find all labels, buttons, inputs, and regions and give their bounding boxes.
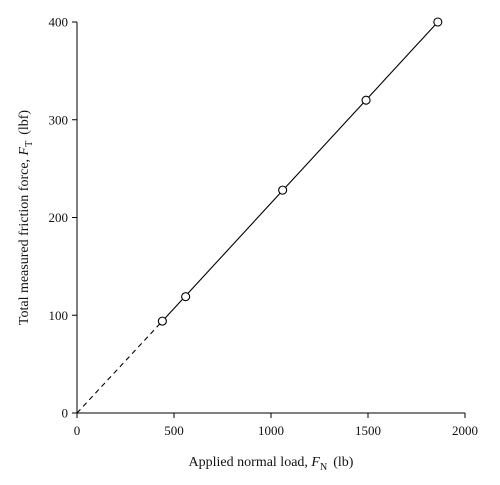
fit-lines	[76, 21, 439, 414]
x-tick-label: 0	[74, 423, 81, 438]
data-point	[181, 292, 191, 302]
data-point	[278, 185, 288, 195]
y-tick-label: 0	[62, 406, 69, 421]
y-tick-label: 200	[49, 210, 69, 225]
y-tick-label: 300	[49, 112, 69, 127]
y-tick-label: 400	[49, 15, 69, 30]
x-tick-label: 1500	[355, 423, 381, 438]
y-axis-label: Total measured friction force, FT(lbf)	[17, 110, 35, 326]
fit-line	[161, 21, 439, 322]
data-points	[157, 17, 443, 326]
data-point	[433, 17, 443, 27]
data-point	[361, 95, 371, 105]
data-point	[157, 316, 167, 326]
ticks: 0 500 1000 1500 2000 0 100 200 300 400	[49, 15, 479, 439]
extrapolated-fit-line	[76, 320, 163, 414]
x-axis-label: Applied normal load, FN (lb)	[189, 455, 354, 473]
x-tick-label: 2000	[452, 423, 478, 438]
axes	[76, 22, 465, 414]
x-tick-label: 1000	[258, 423, 284, 438]
x-tick-label: 500	[164, 423, 184, 438]
y-tick-label: 100	[49, 308, 69, 323]
